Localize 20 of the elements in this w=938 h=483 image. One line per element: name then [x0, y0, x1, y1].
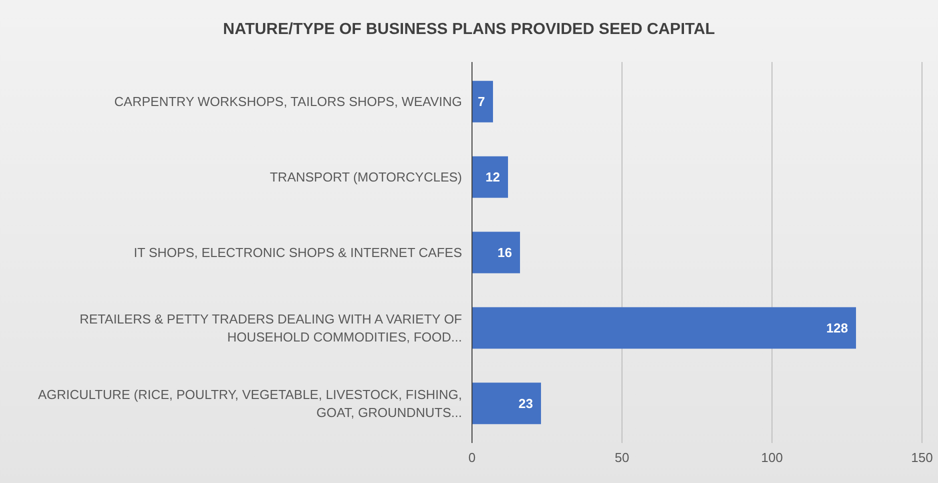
data-label: 7 — [478, 94, 485, 110]
x-tick-label: 100 — [761, 450, 783, 466]
bar — [472, 232, 520, 274]
y-tick-label: IT SHOPS, ELECTRONIC SHOPS & INTERNET CAFES — [134, 245, 462, 260]
bar — [472, 156, 508, 198]
x-tick-label: 0 — [468, 450, 476, 466]
y-tick-label: TRANSPORT (MOTORCYCLES) — [270, 170, 462, 185]
chart-title: NATURE/TYPE OF BUSINESS PLANS PROVIDED SEED CAPITAL — [223, 21, 716, 38]
data-label: 16 — [498, 245, 512, 260]
bar — [472, 80, 493, 122]
data-label: 12 — [486, 170, 500, 185]
data-label: 23 — [518, 396, 533, 411]
data-label: 128 — [826, 320, 848, 336]
y-tick-label: RETAILERS & PETTY TRADERS DEALING WITH A VARIETY OF HOUSEHOLD COMMODITIES, FOOD... — [80, 311, 462, 344]
y-tick-label: AGRICULTURE (RICE, POULTRY, VEGETABLE, LIVESTOCK, FISHING, GOAT, GROUNDNUTS... — [38, 386, 462, 420]
bar — [472, 307, 856, 349]
bar — [472, 382, 541, 424]
y-tick-label: CARPENTRY WORKSHOPS, TAILORS SHOPS, WEAVING — [114, 94, 462, 110]
x-tick-label: 150 — [911, 450, 933, 466]
x-tick-label: 50 — [614, 450, 630, 466]
